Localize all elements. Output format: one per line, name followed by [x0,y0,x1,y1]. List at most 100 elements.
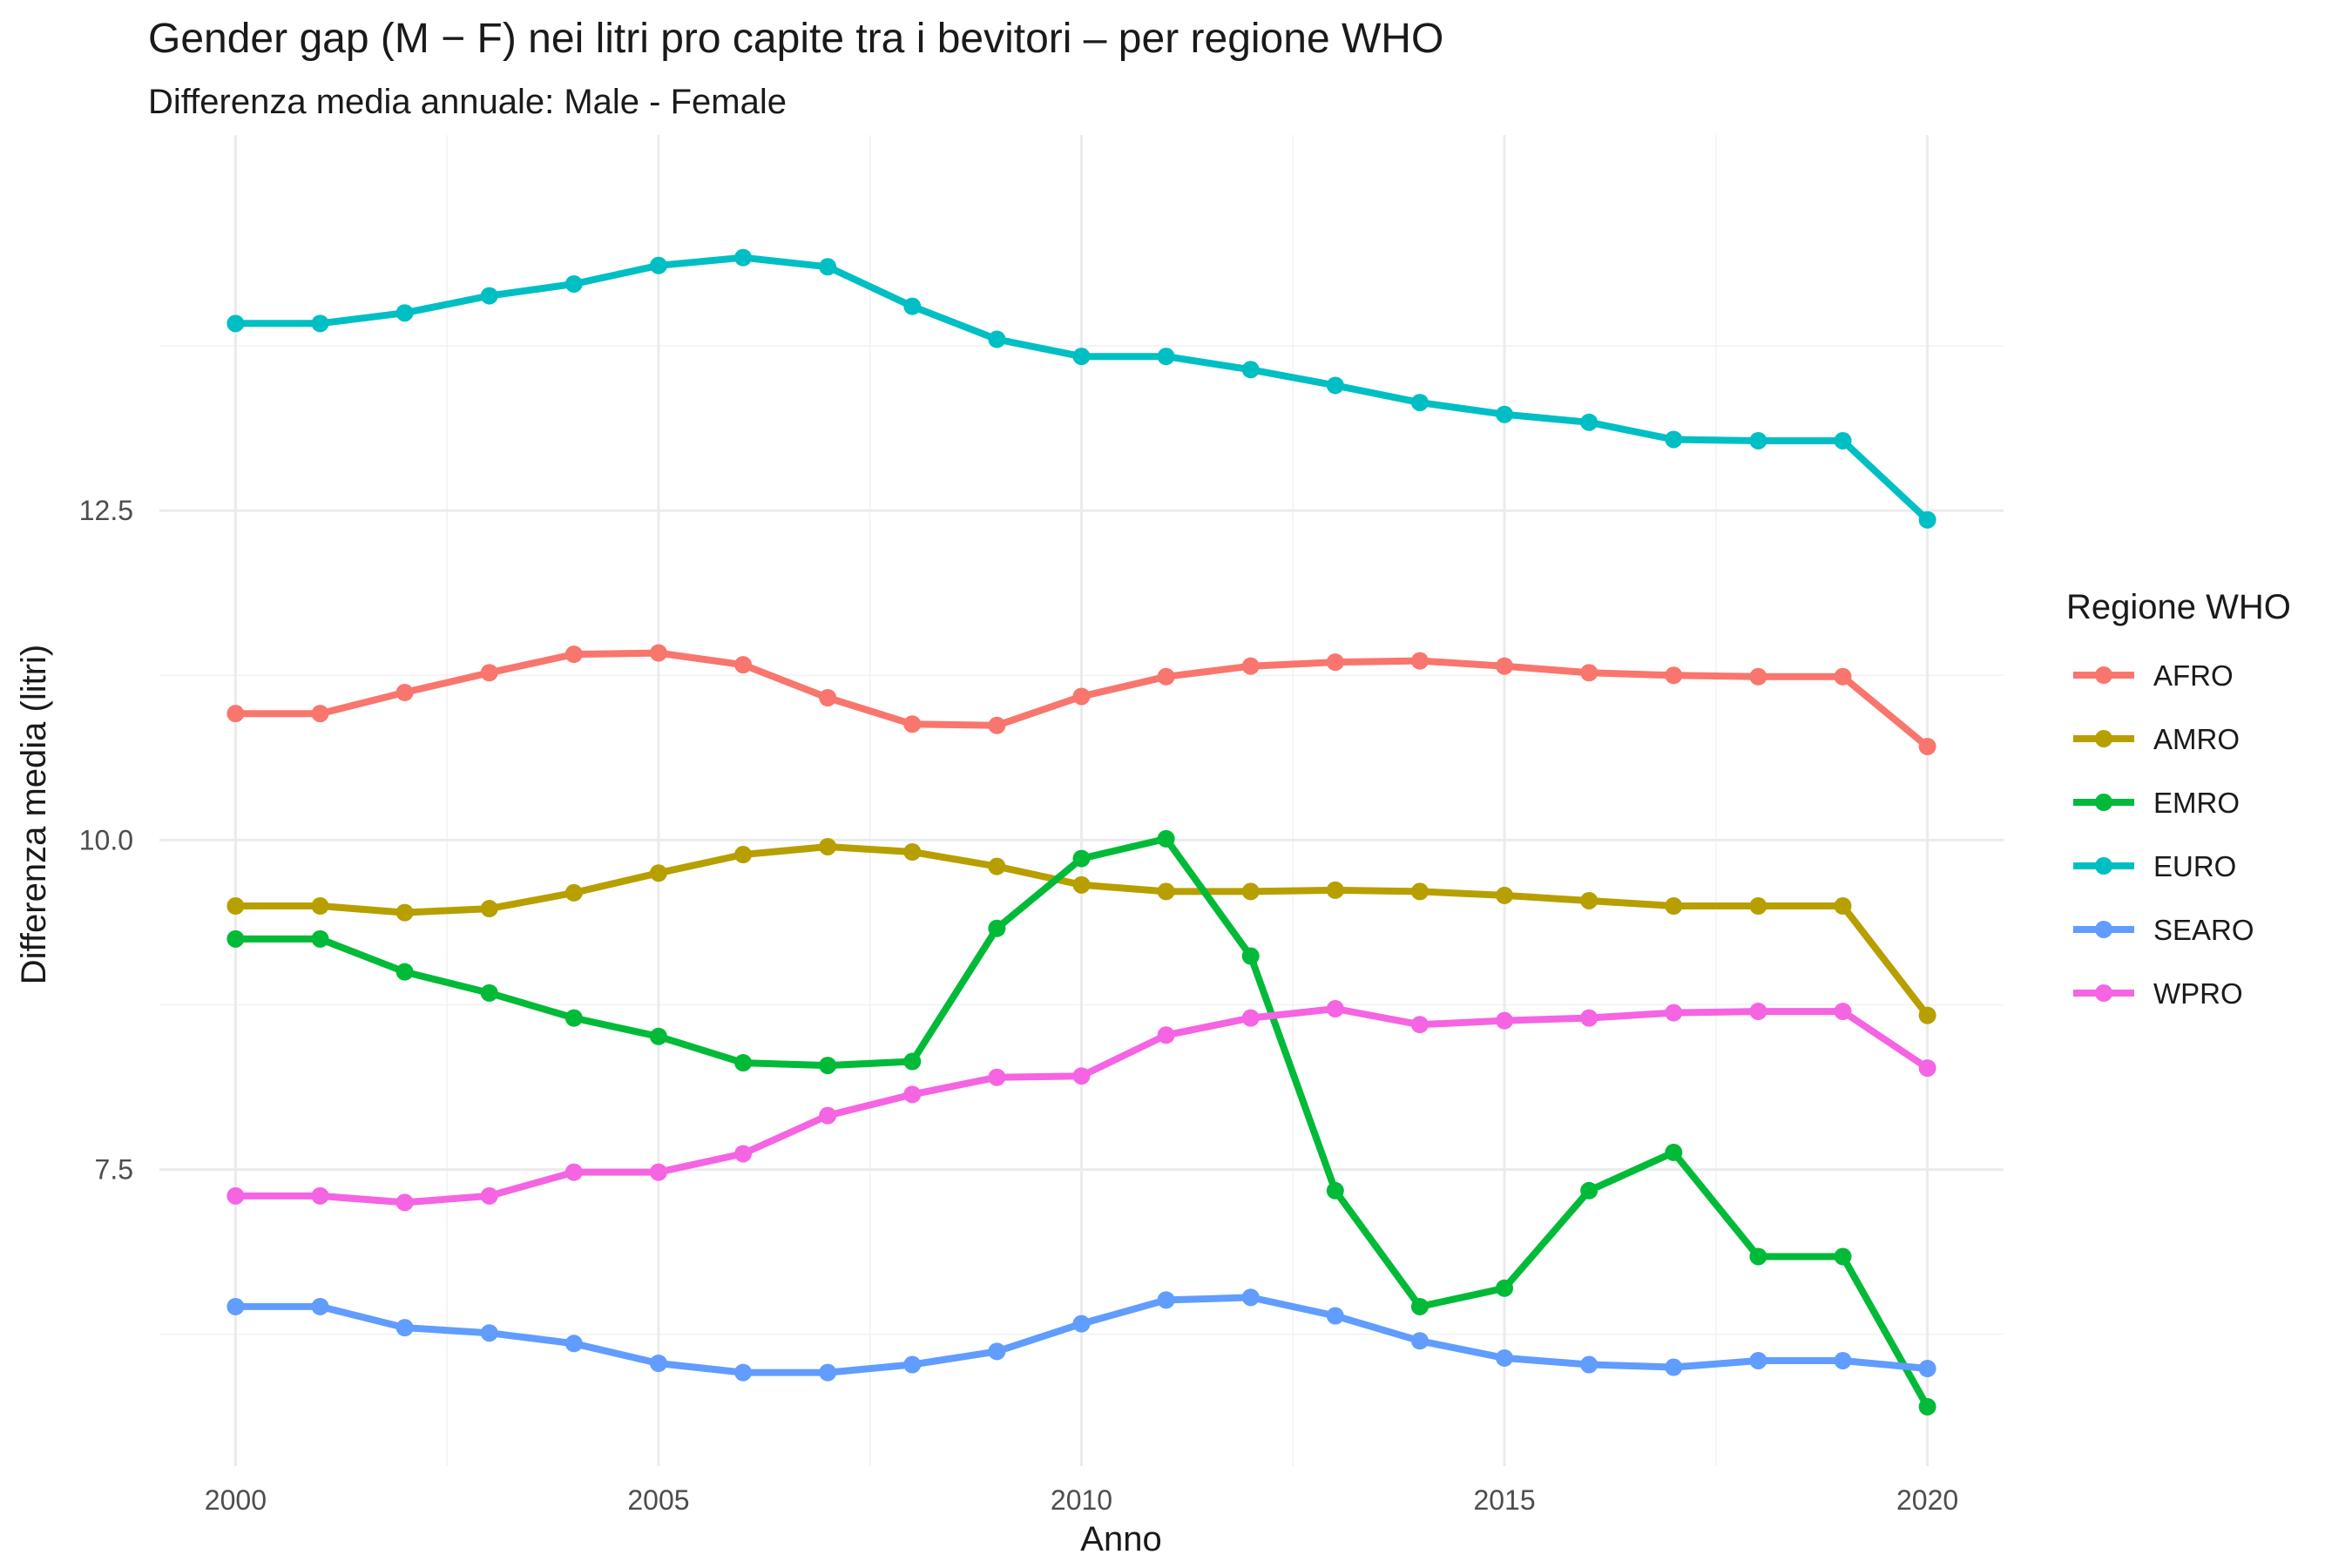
data-point [1157,882,1175,901]
legend-key-point [2095,921,2112,938]
chart-title: Gender gap (M − F) nei litri pro capite … [148,16,1443,62]
data-point [1580,413,1598,431]
data-point [1072,1315,1091,1333]
legend-key-point [2095,857,2112,875]
legend-title: Regione WHO [2066,588,2291,626]
data-point [819,258,837,276]
data-point [1665,897,1683,916]
data-point [1410,1332,1429,1350]
data-point [988,857,1006,875]
legend-key-point [2095,730,2112,747]
data-point [564,274,583,293]
data-point [1326,653,1344,672]
data-point [1665,1358,1683,1376]
legend-key-point [2095,984,2112,1002]
data-point [649,864,667,882]
data-point [734,1054,753,1072]
data-point [395,903,414,922]
data-point [1072,849,1091,868]
legend-item-euro: EURO [2073,850,2236,882]
data-point [649,1163,667,1181]
data-point [1326,881,1344,899]
x-tick-label: 2000 [205,1484,267,1516]
data-point [395,1319,414,1337]
data-point [1749,1247,1767,1266]
data-point [1665,1143,1683,1161]
data-point [649,1027,667,1045]
data-point [564,883,583,902]
data-point [480,287,498,305]
data-point [311,314,329,333]
data-point [1410,1297,1429,1315]
data-point [1072,687,1091,706]
data-point [1496,1279,1514,1297]
data-point [311,1186,329,1205]
data-point [1918,1059,1936,1078]
data-point [903,843,922,862]
data-point [903,1355,922,1374]
data-point [226,897,245,916]
data-point [649,644,667,662]
data-point [226,705,245,723]
data-point [1580,664,1598,682]
data-point [480,900,498,918]
axes: 2000 2005 2010 2015 2020 7.5 10.0 12.5 [79,495,1958,1516]
data-point [1496,1011,1514,1030]
data-point [1326,1000,1344,1018]
series-emro [226,829,1936,1416]
legend: Regione WHO AFRO AMRO EMRO EURO SEARO WPRO [2066,588,2291,1010]
data-point [1241,657,1260,675]
data-point [395,963,414,981]
data-point [311,1297,329,1315]
data-point [1749,1351,1767,1369]
data-point [734,656,753,674]
data-point [1834,431,1852,449]
data-point [1665,666,1683,685]
data-point [1410,1016,1429,1034]
data-point [564,1009,583,1027]
data-point [480,1186,498,1205]
series-amro [226,837,1936,1024]
data-point [1580,1009,1598,1027]
gridlines [159,135,2004,1466]
legend-label: EURO [2153,850,2236,882]
series-afro [226,644,1936,755]
legend-item-afro: AFRO [2073,659,2234,692]
series-searo [226,1288,1936,1382]
y-tick-label: 7.5 [95,1154,133,1186]
data-point [564,1163,583,1181]
legend-label: SEARO [2153,914,2254,946]
data-point [649,1354,667,1372]
data-point [903,715,922,733]
data-point [1157,667,1175,686]
data-point [1918,1397,1936,1416]
data-point [1157,1291,1175,1309]
data-point [1834,897,1852,916]
data-point [734,248,753,267]
data-point [988,716,1006,734]
legend-key-point [2095,666,2112,684]
data-point [819,1363,837,1382]
data-point [564,645,583,664]
data-point [1834,1247,1852,1266]
data-point [988,1068,1006,1086]
data-point [395,683,414,701]
y-axis-title: Differenza media (litri) [15,645,53,985]
data-point [1410,394,1429,412]
data-point [649,256,667,274]
data-point [1410,882,1429,901]
data-point [1834,1351,1852,1369]
y-tick-label: 12.5 [79,495,133,526]
x-tick-label: 2010 [1051,1484,1112,1516]
legend-item-searo: SEARO [2073,914,2254,946]
data-point [1496,405,1514,423]
data-point [1834,667,1852,686]
data-point [734,846,753,864]
chart-subtitle: Differenza media annuale: Male - Female [148,83,787,121]
legend-key-point [2095,794,2112,811]
data-point [1918,1360,1936,1378]
data-point [226,1297,245,1315]
data-point [1918,737,1936,755]
data-point [311,705,329,723]
